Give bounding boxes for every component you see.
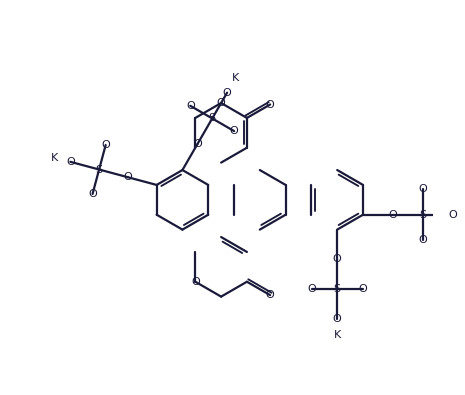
- Text: O: O: [230, 126, 239, 136]
- Text: O: O: [448, 210, 457, 220]
- Text: O: O: [333, 254, 342, 264]
- Text: O: O: [358, 284, 367, 294]
- Text: S: S: [95, 164, 103, 175]
- Text: O: O: [124, 172, 132, 182]
- Text: O: O: [217, 98, 226, 108]
- Text: O: O: [101, 140, 110, 150]
- Text: K: K: [51, 152, 58, 163]
- Text: O: O: [307, 284, 316, 294]
- Text: O: O: [266, 290, 274, 300]
- Text: K: K: [232, 73, 239, 83]
- Text: O: O: [418, 235, 427, 245]
- Text: O: O: [333, 314, 342, 324]
- Text: O: O: [186, 101, 195, 111]
- Text: S: S: [334, 284, 341, 294]
- Text: O: O: [223, 88, 232, 98]
- Text: O: O: [266, 100, 274, 109]
- Text: O: O: [388, 210, 397, 220]
- Text: O: O: [418, 184, 427, 194]
- Text: O: O: [191, 277, 199, 287]
- Text: S: S: [419, 210, 426, 220]
- Text: S: S: [209, 113, 216, 124]
- Text: K: K: [333, 330, 341, 340]
- Text: O: O: [88, 189, 97, 199]
- Text: O: O: [193, 139, 202, 149]
- Text: O: O: [66, 157, 75, 167]
